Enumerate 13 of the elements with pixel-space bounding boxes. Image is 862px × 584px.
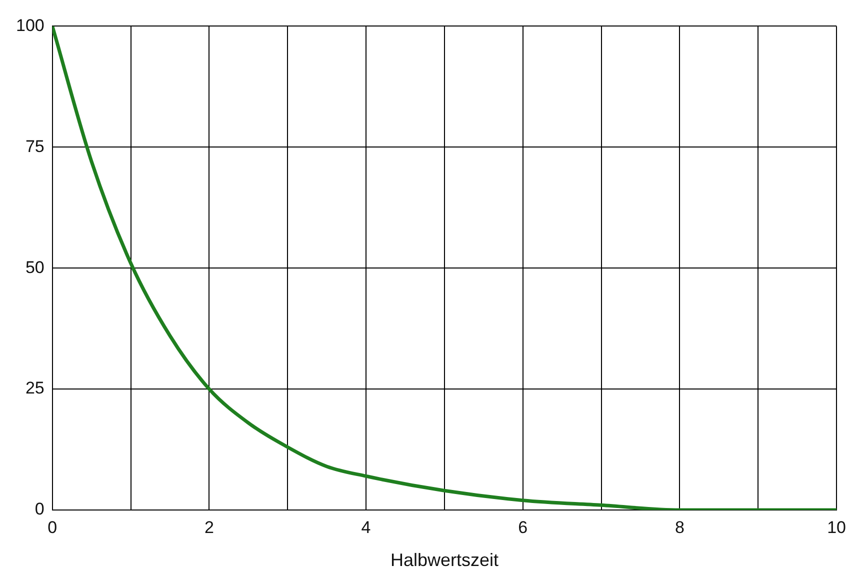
y-tick-label: 0 — [34, 500, 44, 519]
x-tick-label: 8 — [674, 518, 684, 537]
x-tick-label: 6 — [518, 518, 528, 537]
y-tick-label: 75 — [25, 136, 44, 156]
x-tick-label: 10 — [827, 518, 846, 537]
x-tick-label: 4 — [361, 518, 371, 537]
x-tick-label: 0 — [48, 518, 58, 537]
y-tick-label: 50 — [25, 258, 44, 277]
line-series — [52, 26, 837, 510]
y-tick-label: 25 — [25, 378, 44, 398]
x-tick-label: 2 — [204, 518, 214, 537]
x-axis-title: Halbwertszeit — [390, 550, 498, 570]
y-tick-label: 100 — [16, 16, 44, 35]
